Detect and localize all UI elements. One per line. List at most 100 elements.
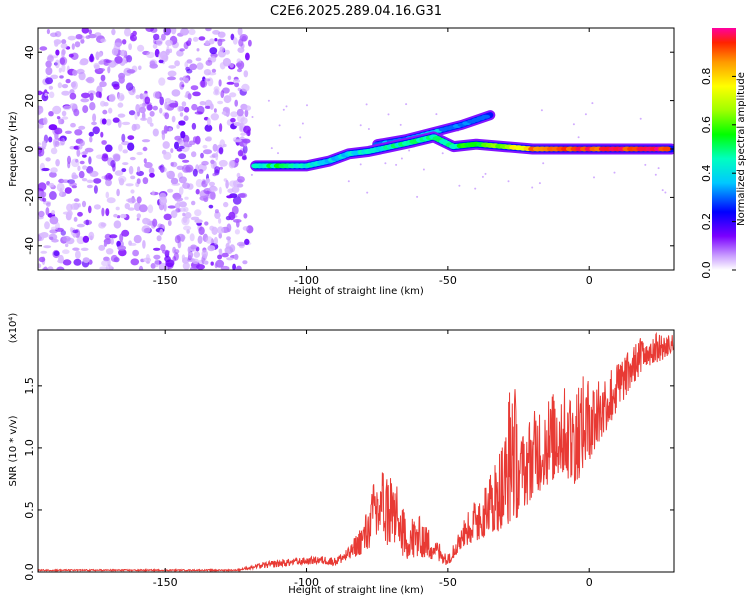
- faint-point: [282, 108, 285, 111]
- noise-blob: [136, 151, 143, 156]
- faint-point: [359, 163, 362, 166]
- noise-blob: [76, 148, 81, 157]
- x-tick-label: 0: [586, 576, 593, 589]
- noise-blob: [138, 65, 142, 71]
- noise-blob: [111, 47, 119, 56]
- noise-blob: [215, 259, 225, 268]
- noise-blob: [194, 111, 203, 115]
- noise-blob: [55, 159, 60, 167]
- colorbar-tick-label: 0.2: [700, 213, 713, 231]
- noise-blob: [48, 182, 55, 188]
- noise-blob: [89, 136, 93, 143]
- noise-blob: [183, 115, 189, 121]
- noise-blob: [38, 210, 45, 218]
- noise-blob: [203, 78, 211, 82]
- noise-blob: [174, 60, 181, 67]
- noise-blob: [234, 99, 238, 107]
- noise-blob: [152, 128, 159, 137]
- noise-blob: [137, 166, 141, 173]
- noise-blob: [130, 175, 136, 180]
- noise-blob: [179, 48, 185, 52]
- faint-point: [661, 189, 664, 192]
- faint-point: [542, 162, 545, 165]
- noise-blob: [191, 122, 197, 130]
- noise-blob: [132, 249, 140, 257]
- noise-blob: [73, 108, 80, 117]
- noise-blob: [219, 46, 225, 53]
- noise-blob: [42, 197, 47, 202]
- noise-blob: [124, 203, 130, 210]
- noise-blob: [77, 211, 83, 217]
- noise-blob: [229, 63, 234, 68]
- faint-point: [367, 128, 370, 130]
- noise-blob: [70, 122, 76, 128]
- noise-blob: [103, 241, 107, 247]
- spectrogram-y-axis-label: Frequency (Hz): [8, 111, 19, 187]
- noise-blob: [38, 146, 43, 155]
- noise-blob: [232, 37, 238, 45]
- colorbar-label: Normalized spectral amplitude: [736, 72, 747, 226]
- noise-blob: [97, 68, 106, 72]
- noise-blob: [80, 98, 90, 103]
- noise-blob: [80, 247, 89, 251]
- noise-blob: [192, 91, 201, 97]
- noise-blob: [50, 167, 58, 174]
- noise-blob: [166, 171, 170, 176]
- noise-blob: [165, 39, 173, 47]
- noise-blob: [61, 90, 70, 96]
- noise-blob: [154, 258, 160, 268]
- noise-blob: [45, 60, 52, 68]
- faint-point: [435, 113, 438, 116]
- noise-blob: [158, 59, 164, 64]
- faint-point: [657, 167, 660, 170]
- noise-blob: [234, 229, 240, 235]
- noise-blob: [211, 226, 218, 235]
- noise-blob: [88, 131, 95, 137]
- x-tick-label: -100: [294, 576, 319, 589]
- noise-blob: [233, 253, 239, 260]
- noise-blob: [99, 81, 107, 88]
- noise-blob: [182, 212, 186, 217]
- noise-blob: [140, 117, 148, 121]
- noise-blob: [210, 56, 217, 63]
- noise-blob: [174, 135, 182, 141]
- noise-blob: [110, 160, 116, 168]
- noise-blob: [195, 57, 202, 62]
- noise-blob: [98, 60, 105, 65]
- noise-blob: [43, 245, 52, 249]
- noise-blob: [101, 154, 109, 162]
- noise-blob: [38, 182, 47, 191]
- noise-blob: [65, 78, 71, 84]
- noise-blob: [203, 188, 212, 194]
- noise-blob: [101, 118, 107, 125]
- noise-blob: [38, 142, 42, 146]
- noise-blob: [44, 221, 50, 230]
- noise-blob: [93, 204, 101, 210]
- noise-blob: [184, 61, 189, 68]
- noise-blob: [236, 265, 242, 270]
- noise-blob: [213, 108, 217, 113]
- noise-blob: [131, 123, 137, 132]
- noise-blob: [209, 47, 218, 55]
- noise-blob: [44, 92, 48, 97]
- noise-blob: [226, 81, 235, 85]
- noise-blob: [176, 200, 181, 205]
- noise-blob: [212, 143, 218, 152]
- noise-blob: [121, 168, 127, 173]
- snr-y-axis-label: SNR (10 * v/v): [8, 415, 19, 486]
- noise-blob: [159, 228, 164, 236]
- noise-blob: [221, 111, 227, 115]
- noise-blob: [222, 87, 230, 94]
- noise-blob: [74, 129, 83, 136]
- noise-blob: [191, 103, 198, 111]
- noise-blob: [152, 105, 158, 111]
- snr-y-ticks: 0.0 0.5 1.0 1.5: [23, 377, 674, 581]
- noise-blob: [82, 257, 90, 263]
- noise-blob: [147, 104, 153, 111]
- faint-point: [572, 123, 575, 126]
- noise-blob: [145, 28, 154, 32]
- noise-blob: [57, 137, 64, 142]
- noise-blob: [213, 86, 220, 93]
- y-tick-label: 1.5: [23, 377, 36, 395]
